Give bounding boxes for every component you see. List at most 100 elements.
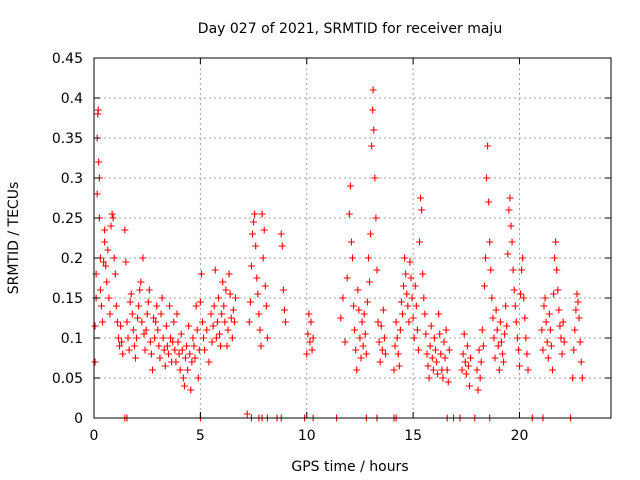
data-point <box>192 302 200 310</box>
data-point <box>538 326 546 334</box>
data-point <box>207 310 215 318</box>
data-point <box>498 350 506 358</box>
data-point <box>518 266 526 274</box>
data-point <box>177 330 185 338</box>
data-points <box>91 86 586 422</box>
data-point <box>129 326 137 334</box>
data-point <box>570 346 578 354</box>
data-point <box>94 106 102 114</box>
data-point <box>125 346 133 354</box>
data-point <box>541 294 549 302</box>
data-point <box>576 338 584 346</box>
data-point <box>411 282 419 290</box>
data-point <box>425 374 433 382</box>
x-tick-label: 10 <box>298 428 316 444</box>
data-point <box>226 290 234 298</box>
data-point <box>171 346 179 354</box>
data-point <box>162 322 170 330</box>
data-point <box>571 326 579 334</box>
data-point <box>356 334 364 342</box>
data-point <box>403 290 411 298</box>
data-point <box>166 302 174 310</box>
data-point <box>212 334 220 342</box>
data-point <box>430 334 438 342</box>
data-point <box>428 354 436 362</box>
data-point <box>556 322 564 330</box>
data-point <box>351 326 359 334</box>
data-point <box>262 302 270 310</box>
data-point <box>408 294 416 302</box>
data-point <box>520 294 528 302</box>
data-point <box>395 362 403 370</box>
data-point <box>145 286 153 294</box>
data-point <box>392 318 400 326</box>
data-point <box>138 318 146 326</box>
data-point <box>277 230 285 238</box>
data-point <box>355 306 363 314</box>
data-point <box>369 86 377 94</box>
data-point <box>359 342 367 350</box>
data-point <box>458 366 466 374</box>
data-point <box>418 206 426 214</box>
data-point <box>475 346 483 354</box>
data-point <box>280 306 288 314</box>
data-point <box>376 358 384 366</box>
x-tick-label: 15 <box>404 428 422 444</box>
data-point <box>160 346 168 354</box>
data-point <box>124 334 132 342</box>
y-tick-label: 0.05 <box>52 371 83 387</box>
data-point <box>412 302 420 310</box>
data-point <box>187 386 195 394</box>
data-point <box>208 338 216 346</box>
data-point <box>200 334 208 342</box>
data-point <box>357 354 365 362</box>
data-point <box>225 270 233 278</box>
data-point <box>555 306 563 314</box>
data-point <box>490 334 498 342</box>
data-point <box>278 242 286 250</box>
data-point <box>131 354 139 362</box>
data-point <box>201 346 209 354</box>
data-point <box>503 322 511 330</box>
data-point <box>133 334 141 342</box>
data-point <box>443 366 451 374</box>
data-point <box>107 222 115 230</box>
data-point <box>553 266 561 274</box>
data-point <box>512 318 520 326</box>
data-point <box>407 274 415 282</box>
data-point <box>405 318 413 326</box>
data-point <box>155 342 163 350</box>
data-point <box>476 374 484 382</box>
data-point <box>404 302 412 310</box>
data-point <box>303 350 311 358</box>
data-point <box>517 290 525 298</box>
data-point <box>488 294 496 302</box>
data-point <box>175 350 183 358</box>
data-point <box>394 350 402 358</box>
data-point <box>371 174 379 182</box>
data-point <box>461 358 469 366</box>
data-point <box>113 318 121 326</box>
data-point <box>144 298 152 306</box>
data-point <box>111 270 119 278</box>
data-point <box>123 318 131 326</box>
data-point <box>109 214 117 222</box>
data-point <box>427 322 435 330</box>
data-point <box>439 374 447 382</box>
data-point <box>513 334 521 342</box>
data-point <box>494 342 502 350</box>
x-tick-label: 0 <box>90 428 99 444</box>
data-point <box>367 230 375 238</box>
data-point <box>524 366 532 374</box>
axis-ticks: 0 0.05 0.1 0.15 0.2 0.25 0.3 0.35 0.4 0.45 0 5 10 15 2… <box>52 51 611 444</box>
data-point <box>379 306 387 314</box>
data-point <box>546 326 554 334</box>
data-point <box>463 342 471 350</box>
data-point <box>391 342 399 350</box>
data-point <box>491 354 499 362</box>
data-point <box>381 350 389 358</box>
data-point <box>156 354 164 362</box>
data-point <box>464 362 472 370</box>
data-point <box>575 314 583 322</box>
data-point <box>186 350 194 358</box>
